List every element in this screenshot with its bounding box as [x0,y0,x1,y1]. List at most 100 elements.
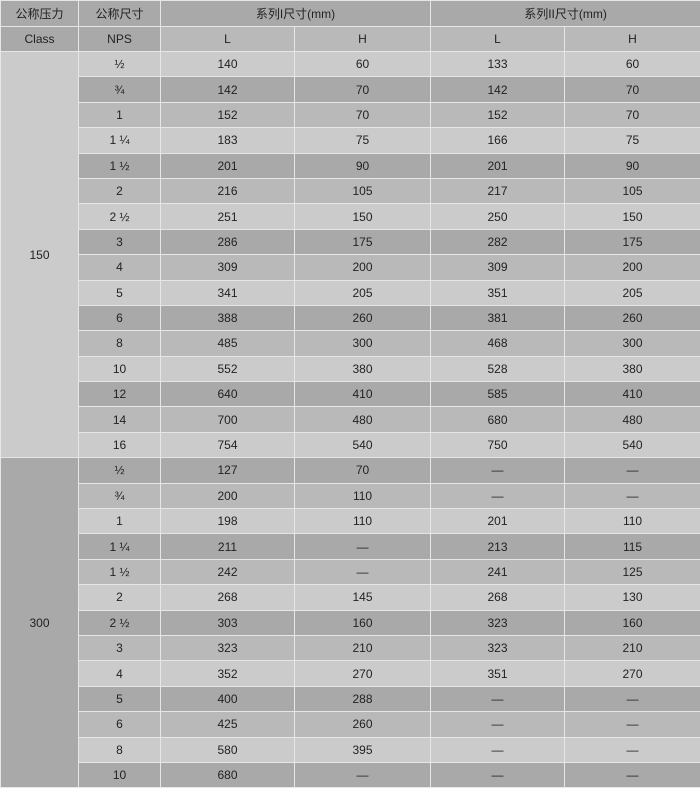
nps-cell: 2 ½ [78,203,161,230]
nps-cell: 6 [78,711,161,738]
series2-l-cell: 213 [430,533,566,560]
series1-l-cell: 201 [160,152,295,179]
series1-h-cell: 110 [293,482,432,510]
series2-l-cell: 201 [430,152,566,179]
series1-l-cell: 754 [160,431,295,459]
nps-cell: ¾ [78,76,161,103]
series1-h-cell: 145 [293,584,432,611]
series1-l-cell: 309 [160,254,295,281]
series2-l-cell: — [430,736,566,763]
series2-l-cell: 680 [430,406,566,433]
header-nps-en: NPS [78,26,161,52]
series2-l-cell: 750 [430,431,566,459]
table-row: 4 352 270 351 270 [1,660,700,687]
series2-l-cell: — [430,711,566,738]
series2-l-cell: 468 [430,330,566,357]
table-row: 300 ½ 127 70— — [0,457,700,788]
series1-h-cell: 210 [293,634,432,662]
table-row: 14 700 480 680 480 [1,406,700,433]
series1-l-cell: 242 [160,558,295,586]
table-row: 2 268 145 268 130 [1,584,700,611]
nps-cell: ½ [78,457,161,484]
nps-cell: 5 [78,685,161,713]
series2-l-cell: 142 [430,76,566,103]
series1-l-cell: 388 [160,304,295,332]
series1-l-cell: 216 [160,177,295,205]
series2-l-cell: 351 [430,279,566,306]
series2-h-cell: 130 [564,584,700,611]
series2-h-cell: 110 [564,508,700,535]
header-series1-h: H [293,26,432,52]
table-row: 1 ½ 242—241 125 [1,558,700,586]
series2-l-cell: 309 [430,254,566,281]
class-cell: 300 [0,457,79,788]
table-row: 10 680— — — [1,761,700,788]
series1-l-cell: 700 [160,406,295,433]
series1-h-cell: 540 [293,431,432,459]
series1-h-cell: 70 [293,457,432,484]
series2-h-cell: — [564,685,700,713]
series2-h-cell: 380 [564,355,700,383]
series1-l-cell: 485 [160,330,295,357]
series1-l-cell: 425 [160,711,295,738]
table-row: 150 ½ 140 60 133 60 [0,50,700,459]
series1-h-cell: 90 [293,152,432,179]
nps-cell: 12 [78,381,161,408]
series2-h-cell: 175 [564,228,700,256]
series2-h-cell: — [564,457,700,484]
series1-h-cell: 150 [293,203,432,230]
table-row: ¾ 200 110— — [1,482,700,510]
series2-h-cell: 75 [564,127,700,154]
table-row: 2 216 105 217 105 [1,177,700,205]
nps-cell: 16 [78,431,161,459]
nps-cell: ½ [78,50,161,78]
table-row: ¾ 142 70 142 70 [1,76,700,103]
series1-l-cell: 341 [160,279,295,306]
series1-l-cell: 183 [160,127,295,154]
series2-l-cell: 201 [430,508,566,535]
series1-h-cell: 395 [293,736,432,763]
table-row: 1 ¼ 211—213 115 [1,533,700,560]
table-row: 1 ¼ 183 75 166 75 [1,127,700,154]
series2-l-cell: 323 [430,634,566,662]
series2-h-cell: 115 [564,533,700,560]
table-row: 2 ½ 303 160 323 160 [1,609,700,636]
series2-h-cell: 300 [564,330,700,357]
series1-h-cell: 288 [293,685,432,713]
series1-h-cell: 70 [293,76,432,103]
table-row: 8 485 300 468 300 [1,330,700,357]
nps-cell: 2 ½ [78,609,161,636]
series2-h-cell: 410 [564,381,700,408]
table-row: 5 341 205 351 205 [1,279,700,306]
nps-cell: ¾ [78,482,161,510]
series1-h-cell: 205 [293,279,432,306]
series1-l-cell: 580 [160,736,295,763]
series2-h-cell: 480 [564,406,700,433]
series1-l-cell: 268 [160,584,295,611]
series1-l-cell: 303 [160,609,295,636]
series2-h-cell: 210 [564,634,700,662]
series2-l-cell: — [430,761,566,788]
nps-cell: 1 ½ [78,152,161,179]
series1-l-cell: 400 [160,685,295,713]
series1-l-cell: 251 [160,203,295,230]
series2-h-cell: 540 [564,431,700,459]
nps-cell: 8 [78,330,161,357]
series2-h-cell: 205 [564,279,700,306]
series2-l-cell: 250 [430,203,566,230]
series2-l-cell: 528 [430,355,566,383]
series2-l-cell: 133 [430,50,566,78]
series1-l-cell: 140 [160,50,295,78]
table-row: 12 640 410 585 410 [1,381,700,408]
series2-h-cell: 150 [564,203,700,230]
series2-l-cell: 585 [430,381,566,408]
series1-l-cell: 198 [160,508,295,535]
nps-cell: 1 [78,101,161,129]
series2-l-cell: 166 [430,127,566,154]
header-series1: 系列I尺寸(mm) [159,0,432,27]
nps-cell: 1 ½ [78,558,161,586]
header-series1-l: L [160,26,295,52]
header-class-en: Class [0,26,79,52]
nps-cell: 3 [78,228,161,256]
